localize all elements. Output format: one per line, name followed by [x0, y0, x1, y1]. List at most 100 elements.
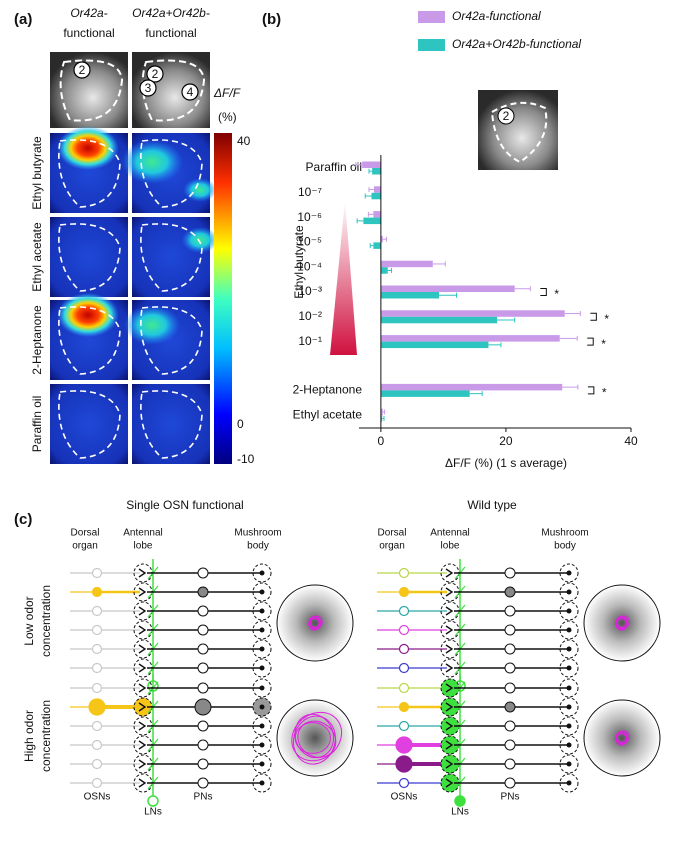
- pn-terminal: [259, 570, 265, 576]
- synapse: [138, 683, 147, 693]
- synapse: [138, 740, 147, 750]
- synapse: [445, 587, 454, 597]
- synapse: [445, 702, 454, 712]
- bar: [380, 415, 383, 422]
- response-blob: [57, 126, 119, 170]
- bar: [373, 242, 381, 249]
- column-header: functional: [145, 26, 196, 40]
- pn-terminal: [259, 742, 265, 748]
- pn-soma: [504, 682, 516, 694]
- mushroom-body-target: [559, 773, 579, 793]
- pn-soma: [197, 777, 209, 789]
- pn-soma: [504, 643, 516, 655]
- odor-response-trace: [615, 731, 629, 746]
- pn-terminal: [259, 723, 265, 729]
- odor-space: [276, 584, 354, 662]
- category-label: 10⁻²: [298, 309, 322, 323]
- synapse: [445, 740, 454, 750]
- mushroom-body-target: [559, 601, 579, 621]
- pn-terminal: [566, 685, 572, 691]
- pn-terminal: [566, 742, 572, 748]
- colorbar-title: ΔF/F: [213, 86, 241, 100]
- synapse: [445, 644, 454, 654]
- mushroom-body-target: [252, 735, 272, 755]
- mushroom-body-target: [252, 601, 272, 621]
- roi-outline: [58, 306, 121, 375]
- response-blob: [183, 178, 217, 202]
- synapse: [445, 778, 454, 788]
- x-tick-label: 40: [624, 434, 638, 448]
- bar: [380, 310, 565, 317]
- bar: [374, 186, 381, 193]
- pn-terminal: [259, 704, 265, 710]
- pn-soma: [504, 567, 516, 579]
- synapse: [138, 721, 147, 731]
- odor-space: [583, 699, 661, 777]
- column-header: Mushroom: [541, 528, 588, 539]
- bar: [380, 390, 470, 397]
- roi-label: 2: [79, 63, 86, 77]
- significance-bracket: [590, 312, 597, 321]
- pn-soma: [194, 698, 212, 716]
- cell-label: PNs: [501, 792, 520, 803]
- pn-soma: [197, 567, 209, 579]
- osn-soma: [91, 605, 103, 617]
- response-image: [50, 217, 128, 297]
- ln-soma: [147, 795, 159, 807]
- odor-space: [583, 584, 661, 662]
- response-image: [50, 384, 128, 464]
- osn-soma: [91, 777, 103, 789]
- roi-marker: [497, 107, 515, 125]
- ln-soma: [454, 795, 466, 807]
- pn-terminal: [566, 627, 572, 633]
- column-header: body: [554, 541, 576, 552]
- significance-marker: *: [554, 287, 559, 301]
- mushroom-body-target: [559, 697, 579, 717]
- colorbar-unit: (%): [218, 110, 237, 124]
- pn-terminal: [259, 665, 265, 671]
- bar: [380, 335, 560, 342]
- pn-soma: [504, 586, 516, 598]
- row-label: concentration: [39, 700, 53, 772]
- pn-soma: [197, 586, 209, 598]
- pn-terminal: [566, 761, 572, 767]
- x-tick-label: 20: [499, 434, 513, 448]
- synapse: [138, 568, 147, 578]
- significance-marker: *: [602, 386, 607, 400]
- pn-terminal: [259, 608, 265, 614]
- pn-terminal: [566, 723, 572, 729]
- odor-response-trace: [308, 616, 322, 631]
- pn-soma: [197, 758, 209, 770]
- row-label: Low odor: [22, 596, 36, 645]
- row-label: Paraffin oil: [30, 396, 44, 452]
- osn-soma: [398, 682, 410, 694]
- pn-terminal: [566, 704, 572, 710]
- pn-soma: [197, 739, 209, 751]
- odor-response-trace: [308, 615, 323, 630]
- concentration-ramp: [330, 200, 357, 355]
- synapse: [138, 644, 147, 654]
- bar: [380, 341, 489, 349]
- osn-soma: [91, 567, 103, 579]
- osn-soma: [398, 701, 410, 713]
- category-label: 10⁻³: [298, 284, 322, 298]
- mushroom-body-target: [252, 754, 272, 774]
- roi-marker: [139, 79, 157, 97]
- roi-label: 3: [145, 81, 152, 95]
- colorbar-tick-label: -10: [237, 452, 255, 466]
- panel-label: (c): [14, 511, 32, 528]
- column-header: Dorsal: [71, 528, 100, 539]
- legend-swatch: [418, 11, 445, 23]
- cell-label: LNs: [144, 807, 162, 818]
- osn-soma: [91, 662, 103, 674]
- group-label: Ethyl butyrate: [292, 225, 306, 299]
- bar: [371, 192, 381, 200]
- pn-terminal: [259, 627, 265, 633]
- significance-bracket: [540, 288, 547, 296]
- panel-label: (a): [14, 11, 32, 28]
- significance-marker: *: [601, 337, 606, 351]
- column-header: organ: [72, 541, 98, 552]
- response-blob: [57, 293, 119, 337]
